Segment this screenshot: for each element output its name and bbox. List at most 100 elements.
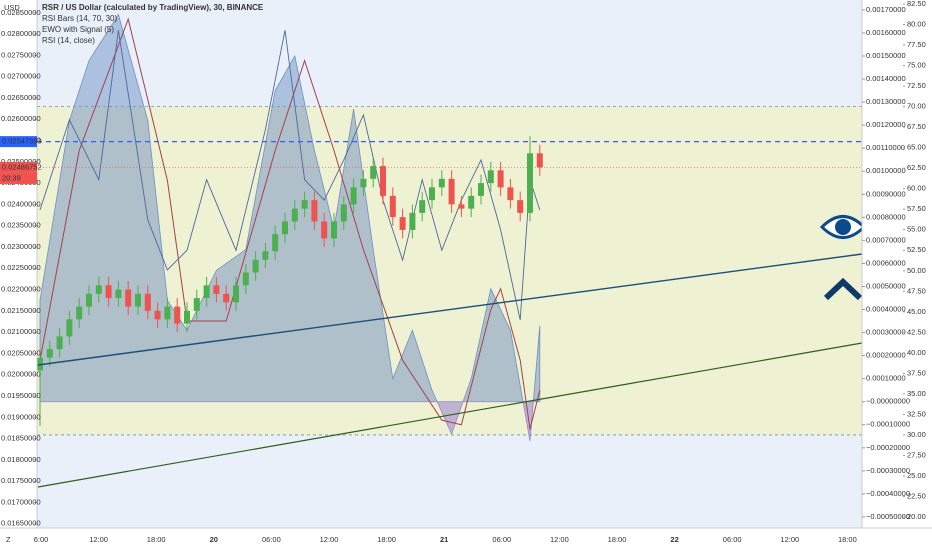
candle-body	[174, 306, 181, 324]
candle-body	[154, 310, 161, 320]
currency-label: USD	[4, 3, 20, 12]
y2-tick-label: 0.00150000	[866, 51, 906, 60]
y2-tick-label: 0.00090000	[866, 189, 906, 198]
y3-tick-label: 37.50	[907, 368, 926, 377]
candle-body	[468, 195, 475, 209]
candle-body	[487, 170, 494, 184]
y-tick-label: 0.01750000	[1, 476, 41, 485]
plot	[37, 13, 862, 441]
candle-body	[95, 285, 102, 294]
candle-body	[438, 178, 445, 188]
candle-body	[350, 187, 357, 205]
price-tag	[0, 172, 37, 184]
y3-tick-label: 22.50	[907, 491, 926, 500]
candle-body	[527, 153, 533, 213]
candle-body	[135, 293, 141, 307]
y-tick-label: 0.02000000	[1, 370, 41, 379]
price-tag	[0, 136, 37, 148]
y2-tick-label: 0.00080000	[866, 212, 906, 221]
indicator-label: RSI (14, close)	[42, 36, 95, 45]
y3-tick-label: 27.50	[907, 450, 926, 459]
candle-body	[507, 187, 514, 201]
y3-tick-label: 82.50	[907, 0, 926, 8]
y2-tick-label: 0.00170000	[866, 5, 906, 14]
candle-body	[497, 170, 504, 188]
x-tick-label: 22	[670, 535, 678, 544]
chevron-icon	[823, 277, 863, 301]
y3-tick-label: 67.50	[907, 122, 926, 131]
y-tick-label: 0.02150000	[1, 306, 41, 315]
candle-body	[448, 178, 455, 205]
candle-body	[301, 200, 308, 209]
y3-tick-label: 32.50	[907, 409, 926, 418]
y2-tick-label: 0.00160000	[866, 28, 906, 37]
candle-body	[46, 349, 53, 358]
candle-body	[115, 289, 122, 299]
y-tick-label: 0.02600000	[1, 114, 41, 123]
candle-body	[223, 293, 230, 303]
rsi-line	[39, 30, 541, 321]
y2-tick-label: 0.00110000	[866, 143, 905, 152]
price-tag	[0, 161, 37, 173]
x-tick-label: 18:00	[147, 535, 166, 544]
candle-body	[478, 183, 484, 196]
y2-tick-label: 0.00050000	[866, 281, 906, 290]
candle-body	[56, 336, 63, 350]
y3-tick-label: 57.50	[907, 204, 926, 213]
candle-body	[164, 306, 171, 320]
candle-body	[76, 306, 83, 320]
y-tick-label: 0.01850000	[1, 434, 41, 443]
x-tick-label: 20	[210, 535, 218, 544]
price-tag-label: 0.02486752	[2, 162, 42, 171]
x-tick-label: 6:00	[34, 535, 49, 544]
candle-body	[517, 200, 524, 213]
y3-tick-label: 30.00	[907, 430, 926, 439]
y2-tick-label: 0.00120000	[866, 120, 906, 129]
candle-body	[291, 208, 298, 222]
y-tick-label: 0.02700000	[1, 72, 41, 81]
y-tick-label: 0.01900000	[1, 412, 41, 421]
y3-tick-label: 70.00	[907, 102, 926, 111]
y-tick-label: 0.02850000	[1, 8, 41, 17]
candle-body	[331, 221, 337, 239]
y3-tick-label: 45.00	[907, 307, 926, 316]
y2-tick-label: 0.00030000	[866, 328, 906, 337]
y-tick-label: 0.02400000	[1, 199, 41, 208]
y2-tick-label: −0.00000000	[866, 397, 910, 406]
y-tick-label: 0.01950000	[1, 391, 41, 400]
candle-body	[321, 221, 328, 239]
candle-body	[399, 217, 406, 230]
y-tick-label: 0.01800000	[1, 455, 41, 464]
y-tick-label: 0.02250000	[1, 263, 41, 272]
time-axis-panel	[0, 528, 932, 550]
candle-body	[184, 310, 190, 324]
y2-tick-label: 0.00040000	[866, 305, 906, 314]
candle-body	[409, 212, 416, 230]
x-tick-label: 21	[440, 535, 448, 544]
x-tick-label: 18:00	[838, 535, 857, 544]
y2-tick-label: −0.00010000	[866, 420, 910, 429]
candle-body	[213, 285, 220, 294]
candle-body	[536, 153, 543, 168]
y2-tick-label: 0.00130000	[866, 97, 906, 106]
y3-tick-label: 20.00	[907, 512, 926, 521]
scale-button[interactable]: Z	[6, 535, 11, 544]
y-tick-label: 0.02500000	[1, 157, 41, 166]
y2-tick-label: −0.00030000	[866, 466, 910, 475]
y-tick-label: 0.02800000	[1, 29, 41, 38]
y3-tick-label: 77.50	[907, 40, 926, 49]
candle-body	[311, 200, 318, 222]
candle-body	[389, 195, 396, 218]
x-tick-label: 18:00	[377, 535, 396, 544]
indicator-label: RSI Bars (14, 70, 30)	[42, 14, 117, 23]
x-tick-label: 18:00	[608, 535, 627, 544]
candle-body	[252, 259, 259, 273]
x-tick-label: 06:00	[262, 535, 281, 544]
candle-body	[262, 251, 269, 260]
trend-line	[37, 342, 863, 488]
y2-tick-label: 0.00010000	[866, 374, 906, 383]
candle-body	[144, 293, 151, 311]
y3-tick-label: 47.50	[907, 286, 926, 295]
candle-body	[360, 178, 367, 188]
indicator-label: EWO with Signal (5)	[42, 25, 114, 34]
